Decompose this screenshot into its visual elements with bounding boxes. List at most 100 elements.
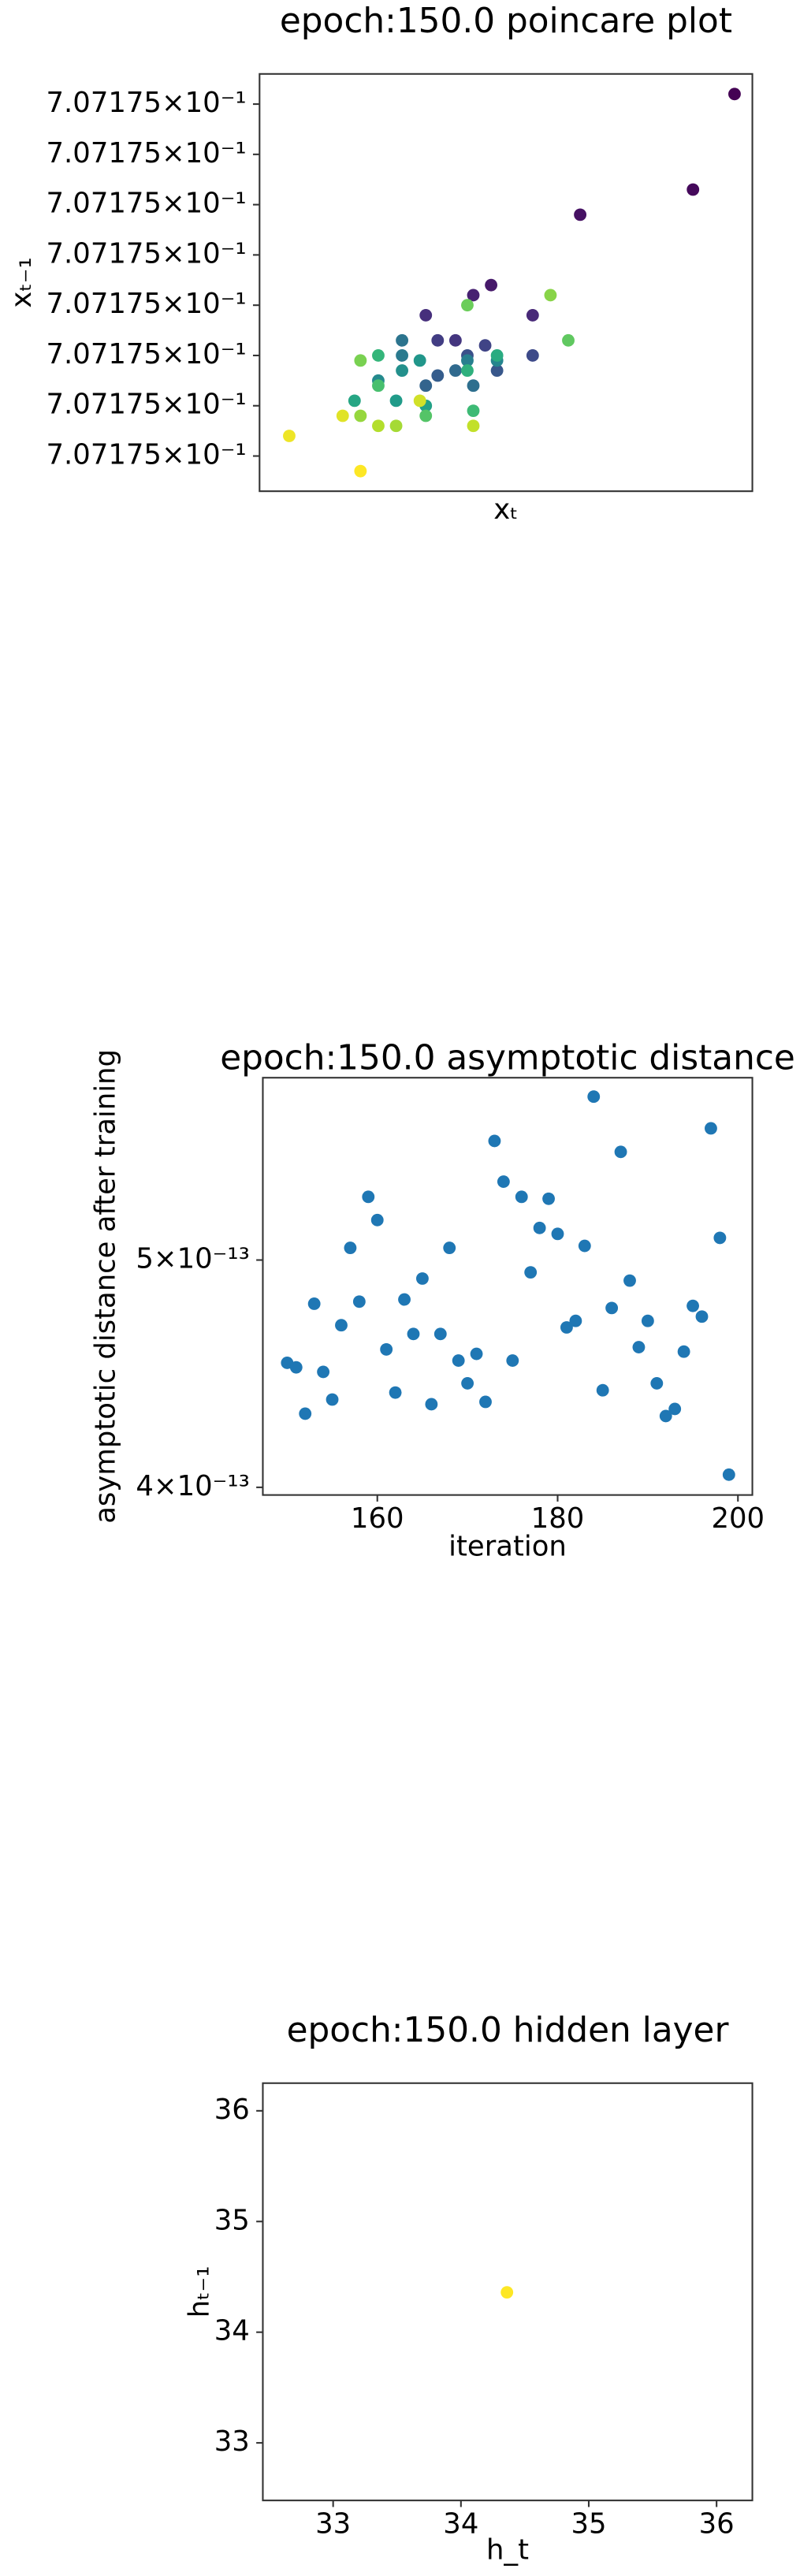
point [425, 1398, 438, 1411]
point [354, 464, 367, 478]
point [713, 1231, 727, 1245]
point [587, 1090, 601, 1104]
point [596, 1383, 609, 1397]
point [569, 1314, 582, 1327]
point [526, 349, 539, 362]
y-tick-label: 36 [214, 2094, 250, 2126]
point [372, 349, 385, 362]
point [335, 1319, 348, 1332]
x-tick-label: 160 [351, 1502, 404, 1535]
point [431, 369, 445, 382]
point [461, 364, 474, 378]
point [578, 1239, 591, 1253]
point [419, 309, 433, 322]
point [461, 354, 474, 367]
x-tick-label: 36 [699, 2507, 735, 2540]
point [326, 1393, 339, 1406]
point [396, 349, 409, 362]
point [470, 1347, 483, 1361]
point [389, 419, 403, 433]
x-axis-label: h_t [486, 2534, 529, 2567]
point [283, 430, 296, 442]
y-tick-label: 7.07175×10⁻¹ [46, 87, 246, 119]
point [526, 309, 539, 322]
point [419, 409, 433, 423]
point [413, 354, 426, 367]
point [370, 1213, 384, 1227]
point [352, 1295, 366, 1308]
point [488, 1134, 501, 1148]
point [467, 419, 480, 433]
point [362, 1190, 375, 1204]
point [605, 1301, 619, 1315]
point [614, 1145, 627, 1159]
point [623, 1274, 636, 1287]
x-tick-label: 34 [443, 2507, 478, 2540]
point [560, 1321, 573, 1334]
y-tick-label: 4×10⁻¹³ [136, 1470, 249, 1502]
point [407, 1327, 420, 1341]
point [641, 1314, 654, 1327]
point [389, 1386, 402, 1399]
point [659, 1409, 672, 1423]
point [448, 364, 462, 378]
point [396, 333, 409, 347]
point [506, 1354, 519, 1368]
point [380, 1342, 393, 1356]
point [443, 1241, 456, 1255]
x-tick-label: 200 [711, 1502, 765, 1535]
point [562, 333, 575, 347]
y-tick-label: 7.07175×10⁻¹ [46, 237, 246, 270]
y-tick-label: 7.07175×10⁻¹ [46, 389, 246, 421]
point [695, 1310, 709, 1323]
y-tick-label: 34 [214, 2315, 250, 2347]
plot-area [259, 73, 753, 493]
point [544, 288, 557, 302]
y-tick-label: 7.07175×10⁻¹ [46, 439, 246, 471]
x-tick-label: 180 [531, 1502, 585, 1535]
point [551, 1227, 564, 1241]
point [677, 1345, 690, 1358]
x-axis-label: iteration [448, 1530, 567, 1562]
point [668, 1402, 682, 1416]
point [687, 1299, 699, 1312]
point [687, 183, 700, 196]
point [461, 1377, 474, 1390]
point [461, 299, 474, 312]
point [389, 394, 403, 408]
y-tick-label: 7.07175×10⁻¹ [46, 288, 246, 320]
point [398, 1293, 411, 1306]
y-tick-label: 5×10⁻¹³ [136, 1243, 249, 1275]
point [336, 409, 349, 423]
y-tick-label: 33 [214, 2425, 250, 2458]
point [722, 1468, 735, 1481]
point [497, 1175, 510, 1188]
chart-title: epoch:150.0 asymptotic distance [220, 1037, 795, 1078]
point [299, 1407, 312, 1420]
y-tick-label: 7.07175×10⁻¹ [46, 338, 246, 370]
x-axis-label: xₜ [493, 493, 518, 526]
point [478, 339, 492, 352]
x-tick-label: 33 [315, 2507, 351, 2540]
point [396, 364, 409, 378]
y-tick-label: 35 [214, 2204, 250, 2236]
point [354, 409, 367, 423]
x-tick-label: 35 [571, 2507, 606, 2540]
point [348, 394, 361, 408]
point [433, 1327, 447, 1341]
point [533, 1221, 546, 1234]
point [490, 364, 504, 378]
plot-area [262, 1077, 753, 1496]
point [448, 333, 462, 347]
point [490, 349, 504, 362]
point [467, 379, 480, 393]
point [289, 1361, 303, 1374]
plot-area [262, 2082, 753, 2502]
point [413, 394, 426, 408]
point [542, 1192, 555, 1205]
point [317, 1365, 330, 1379]
point [452, 1354, 465, 1368]
point [524, 1266, 538, 1279]
point [515, 1190, 528, 1204]
